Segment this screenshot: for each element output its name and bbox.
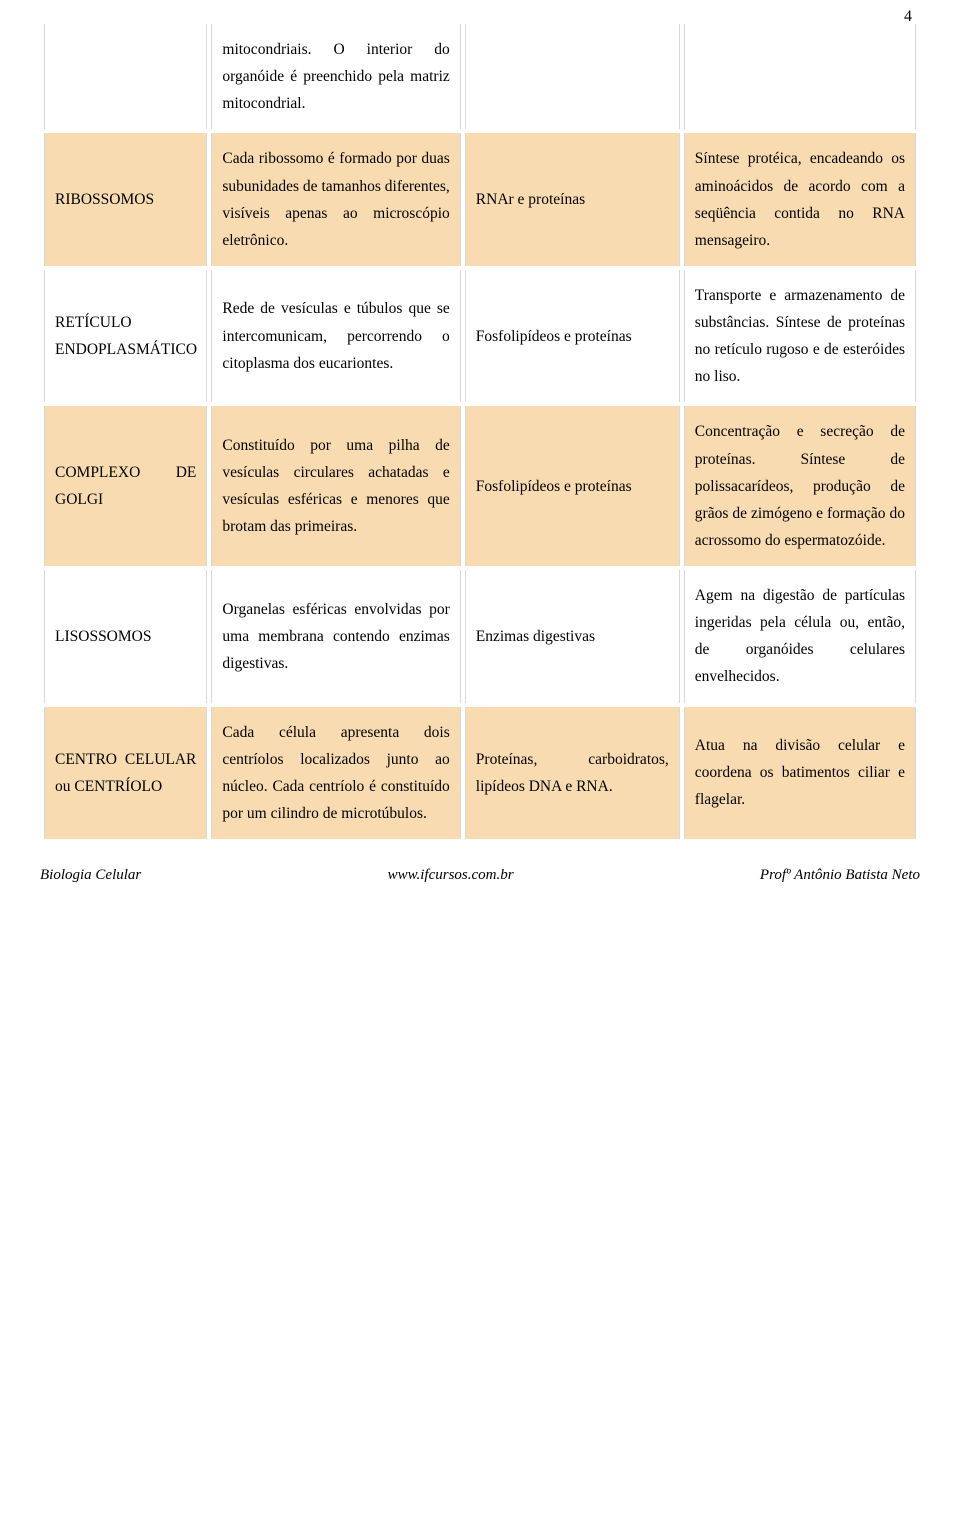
cell-organelle [44,24,207,129]
table-body: mitocondriais. O interior do organóide é… [44,24,916,839]
table-row: CENTRO CELULAR ou CENTRÍOLO Cada célula … [44,707,916,840]
footer-right: Profº Antônio Batista Neto [760,867,920,884]
footer-left: Biologia Celular [40,867,141,884]
cell-organelle: RIBOSSOMOS [44,133,207,266]
cell-structure: mitocondriais. O interior do organóide é… [211,24,460,129]
cell-structure: Organelas esféricas envolvidas por uma m… [211,570,460,703]
cell-composition: Fosfolipídeos e proteínas [465,406,680,566]
cell-composition: Proteínas, carboidratos, lipídeos DNA e … [465,707,680,840]
cell-structure: Rede de vesículas e túbulos que se inter… [211,270,460,403]
cell-composition: Fosfolipídeos e proteínas [465,270,680,403]
page-number: 4 [904,8,912,26]
footer-center: www.ifcursos.com.br [388,867,514,884]
table-row: LISOSSOMOS Organelas esféricas envolvida… [44,570,916,703]
cell-structure: Constituído por uma pilha de vesículas c… [211,406,460,566]
organelles-table: mitocondriais. O interior do organóide é… [40,20,920,843]
table-row: mitocondriais. O interior do organóide é… [44,24,916,129]
cell-composition: Enzimas digestivas [465,570,680,703]
cell-organelle: LISOSSOMOS [44,570,207,703]
table-row: COMPLEXO DE GOLGI Constituído por uma pi… [44,406,916,566]
cell-function: Agem na digestão de partículas ingeridas… [684,570,916,703]
cell-organelle: CENTRO CELULAR ou CENTRÍOLO [44,707,207,840]
cell-structure: Cada ribossomo é formado por duas subuni… [211,133,460,266]
page-footer: Biologia Celular www.ifcursos.com.br Pro… [40,867,920,884]
cell-organelle: COMPLEXO DE GOLGI [44,406,207,566]
cell-function: Síntese protéica, encadeando os aminoáci… [684,133,916,266]
cell-function: Atua na divisão celular e coordena os ba… [684,707,916,840]
cell-function [684,24,916,129]
cell-organelle: RETÍCULO ENDOPLASMÁTICO [44,270,207,403]
cell-composition [465,24,680,129]
cell-structure: Cada célula apresenta dois centríolos lo… [211,707,460,840]
cell-function: Concentração e secreção de proteínas. Sí… [684,406,916,566]
table-row: RIBOSSOMOS Cada ribossomo é formado por … [44,133,916,266]
cell-composition: RNAr e proteínas [465,133,680,266]
cell-function: Transporte e armazenamento de substância… [684,270,916,403]
table-row: RETÍCULO ENDOPLASMÁTICO Rede de vesícula… [44,270,916,403]
